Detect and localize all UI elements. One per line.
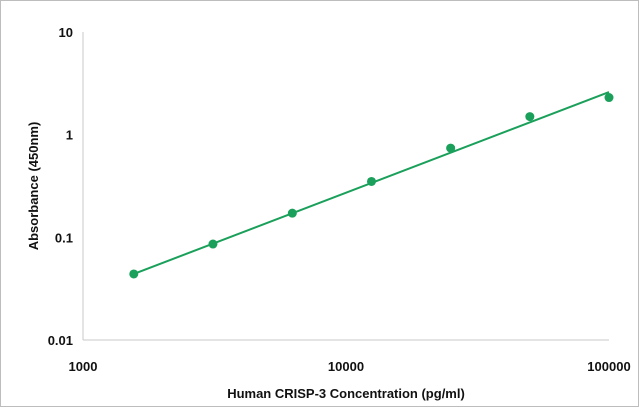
x-tick-label: 100000 <box>587 359 630 374</box>
y-tick-label: 0.01 <box>48 333 73 348</box>
y-tick-label: 10 <box>59 25 73 40</box>
data-point <box>604 93 614 103</box>
x-tick-label: 1000 <box>69 359 98 374</box>
y-tick-label: 0.1 <box>55 230 73 245</box>
data-point <box>366 176 376 186</box>
x-axis-label: Human CRISP-3 Concentration (pg/ml) <box>227 386 465 401</box>
y-tick-label: 1 <box>66 128 73 143</box>
y-axis-label: Absorbance (450nm) <box>26 122 41 251</box>
data-point <box>208 239 218 249</box>
y-tick-labels: 0.01 0.1 1 10 <box>48 25 73 348</box>
x-tick-labels: 1000 10000 100000 <box>69 359 631 374</box>
data-point <box>287 208 297 218</box>
data-point <box>525 112 535 122</box>
plot-area <box>82 32 609 341</box>
data-points-layer <box>129 93 614 279</box>
x-tick-label: 10000 <box>328 359 364 374</box>
data-point <box>129 269 139 279</box>
data-point <box>446 143 456 153</box>
